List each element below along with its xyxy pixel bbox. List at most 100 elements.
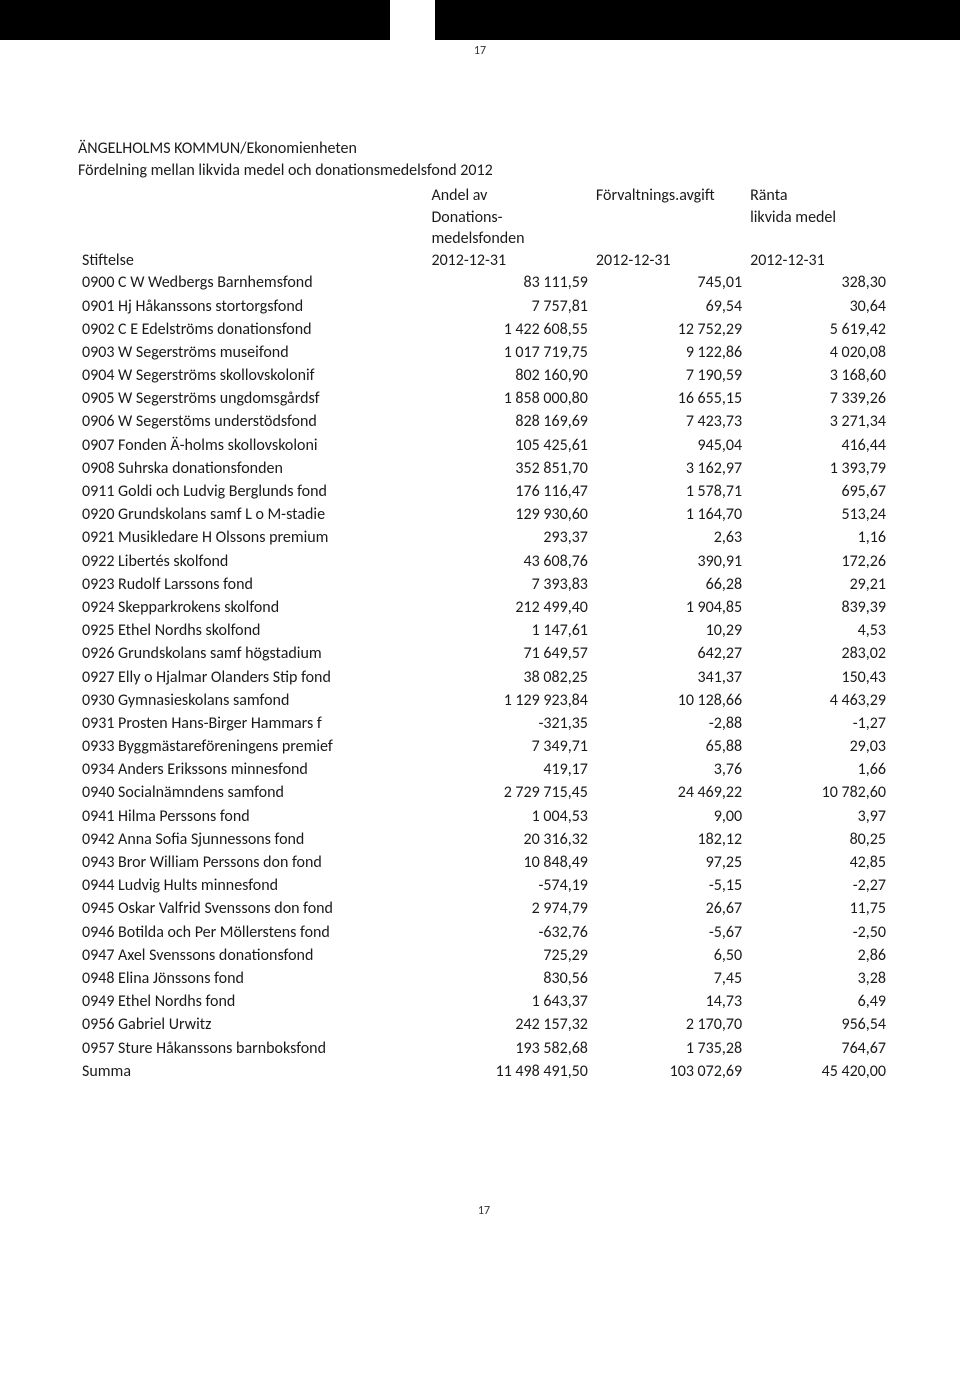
cell-amount-c: 283,02 (746, 643, 890, 666)
cell-amount-a: 242 157,32 (427, 1014, 591, 1037)
table-row: 0943 Bror William Perssons don fond10 84… (78, 851, 890, 874)
cell-amount-b: 10,29 (592, 619, 746, 642)
table-row: 0903 W Segerströms museifond1 017 719,75… (78, 341, 890, 364)
page-number-bottom: 17 (78, 1203, 890, 1219)
cell-amount-b: 182,12 (592, 828, 746, 851)
document-page: ÄNGELHOLMS KOMMUN/Ekonomienheten Fördeln… (0, 58, 960, 1259)
table-row: 0940 Socialnämndens samfond2 729 715,452… (78, 782, 890, 805)
cell-amount-b: 7 423,73 (592, 411, 746, 434)
cell-amount-b: 69,54 (592, 295, 746, 318)
cell-amount-a: 802 160,90 (427, 364, 591, 387)
header-col-c-line2: likvida medel (746, 207, 890, 229)
table-row: 0941 Hilma Perssons fond1 004,539,003,97 (78, 805, 890, 828)
table-row: 0933 Byggmästareföreningens premief7 349… (78, 735, 890, 758)
cell-name: 0925 Ethel Nordhs skolfond (78, 619, 427, 642)
cell-amount-b: 9,00 (592, 805, 746, 828)
header-blank-2 (78, 207, 427, 229)
cell-amount-b: 745,01 (592, 272, 746, 295)
cell-amount-c: 956,54 (746, 1014, 890, 1037)
cell-amount-c: 839,39 (746, 596, 890, 619)
cell-name: 0956 Gabriel Urwitz (78, 1014, 427, 1037)
cell-amount-c: 150,43 (746, 666, 890, 689)
cell-amount-b: -2,88 (592, 712, 746, 735)
cell-name: 0927 Elly o Hjalmar Olanders Stip fond (78, 666, 427, 689)
cell-amount-b: 65,88 (592, 735, 746, 758)
cell-amount-b: 7,45 (592, 967, 746, 990)
cell-amount-c: 328,30 (746, 272, 890, 295)
cell-name: 0911 Goldi och Ludvig Berglunds fond (78, 480, 427, 503)
cell-name: 0941 Hilma Perssons fond (78, 805, 427, 828)
header-blank-4 (78, 228, 427, 250)
cell-amount-a: 129 930,60 (427, 503, 591, 526)
table-row: 0942 Anna Sofia Sjunnessons fond20 316,3… (78, 828, 890, 851)
cell-amount-b: 10 128,66 (592, 689, 746, 712)
cell-name: 0947 Axel Svenssons donationsfond (78, 944, 427, 967)
cell-amount-b: 7 190,59 (592, 364, 746, 387)
table-row: 0925 Ethel Nordhs skolfond1 147,6110,294… (78, 619, 890, 642)
cell-amount-b: 1 904,85 (592, 596, 746, 619)
cell-amount-a: 193 582,68 (427, 1037, 591, 1060)
cell-amount-b: 3 162,97 (592, 457, 746, 480)
cell-amount-b: 26,67 (592, 898, 746, 921)
header-col-c-line1: Ränta (746, 185, 890, 207)
cell-amount-c: 10 782,60 (746, 782, 890, 805)
scan-notch (390, 0, 435, 40)
cell-amount-b: 14,73 (592, 990, 746, 1013)
cell-amount-b: -5,67 (592, 921, 746, 944)
cell-amount-a: -574,19 (427, 874, 591, 897)
cell-amount-c: 2,86 (746, 944, 890, 967)
cell-amount-c: 416,44 (746, 434, 890, 457)
cell-amount-a: 7 349,71 (427, 735, 591, 758)
cell-name: 0940 Socialnämndens samfond (78, 782, 427, 805)
cell-name: 0944 Ludvig Hults minnesfond (78, 874, 427, 897)
cell-amount-c: 3,97 (746, 805, 890, 828)
cell-amount-b: 103 072,69 (592, 1060, 746, 1083)
table-body: 0900 C W Wedbergs Barnhemsfond83 111,597… (78, 272, 890, 1084)
cell-amount-c: -2,50 (746, 921, 890, 944)
cell-amount-a: 43 608,76 (427, 550, 591, 573)
cell-amount-c: 80,25 (746, 828, 890, 851)
header-name-label: Stiftelse (78, 250, 427, 272)
cell-amount-b: 390,91 (592, 550, 746, 573)
table-row: 0905 W Segerströms ungdomsgårdsf1 858 00… (78, 388, 890, 411)
cell-name: 0945 Oskar Valfrid Svenssons don fond (78, 898, 427, 921)
cell-name: 0946 Botilda och Per Möllerstens fond (78, 921, 427, 944)
table-row: 0902 C E Edelströms donationsfond1 422 6… (78, 318, 890, 341)
document-subtitle: Fördelning mellan likvida medel och dona… (78, 160, 890, 182)
cell-amount-a: 293,37 (427, 527, 591, 550)
table-row: 0906 W Segerstöms understödsfond828 169,… (78, 411, 890, 434)
table-row: 0927 Elly o Hjalmar Olanders Stip fond38… (78, 666, 890, 689)
cell-amount-a: 105 425,61 (427, 434, 591, 457)
cell-amount-c: 30,64 (746, 295, 890, 318)
cell-name: 0942 Anna Sofia Sjunnessons fond (78, 828, 427, 851)
cell-amount-b: 97,25 (592, 851, 746, 874)
header-blank-1 (78, 185, 427, 207)
cell-name: 0948 Elina Jönssons fond (78, 967, 427, 990)
cell-amount-c: 172,26 (746, 550, 890, 573)
table-row: 0946 Botilda och Per Möllerstens fond-63… (78, 921, 890, 944)
cell-name: 0922 Libertés skolfond (78, 550, 427, 573)
table-row: 0920 Grundskolans samf L o M-stadie129 9… (78, 503, 890, 526)
table-row: 0901 Hj Håkanssons stortorgsfond7 757,81… (78, 295, 890, 318)
cell-name: 0908 Suhrska donationsfonden (78, 457, 427, 480)
cell-amount-a: 11 498 491,50 (427, 1060, 591, 1083)
cell-name: 0920 Grundskolans samf L o M-stadie (78, 503, 427, 526)
cell-name: 0930 Gymnasieskolans samfond (78, 689, 427, 712)
cell-name: 0934 Anders Erikssons minnesfond (78, 759, 427, 782)
cell-amount-c: 4,53 (746, 619, 890, 642)
cell-amount-c: 3,28 (746, 967, 890, 990)
cell-amount-b: 66,28 (592, 573, 746, 596)
cell-amount-c: 42,85 (746, 851, 890, 874)
table-row: 0947 Axel Svenssons donationsfond725,296… (78, 944, 890, 967)
cell-amount-b: 945,04 (592, 434, 746, 457)
cell-amount-a: 1 422 608,55 (427, 318, 591, 341)
cell-amount-a: 419,17 (427, 759, 591, 782)
table-row: 0956 Gabriel Urwitz242 157,322 170,70956… (78, 1014, 890, 1037)
table-row: 0921 Musikledare H Olssons premium293,37… (78, 527, 890, 550)
cell-name: 0907 Fonden Ä-holms skollovskoloni (78, 434, 427, 457)
cell-amount-b: 9 122,86 (592, 341, 746, 364)
cell-amount-a: 1 858 000,80 (427, 388, 591, 411)
table-row: 0931 Prosten Hans-Birger Hammars f-321,3… (78, 712, 890, 735)
header-col-a-line2: Donations- (427, 207, 591, 229)
cell-amount-b: 24 469,22 (592, 782, 746, 805)
